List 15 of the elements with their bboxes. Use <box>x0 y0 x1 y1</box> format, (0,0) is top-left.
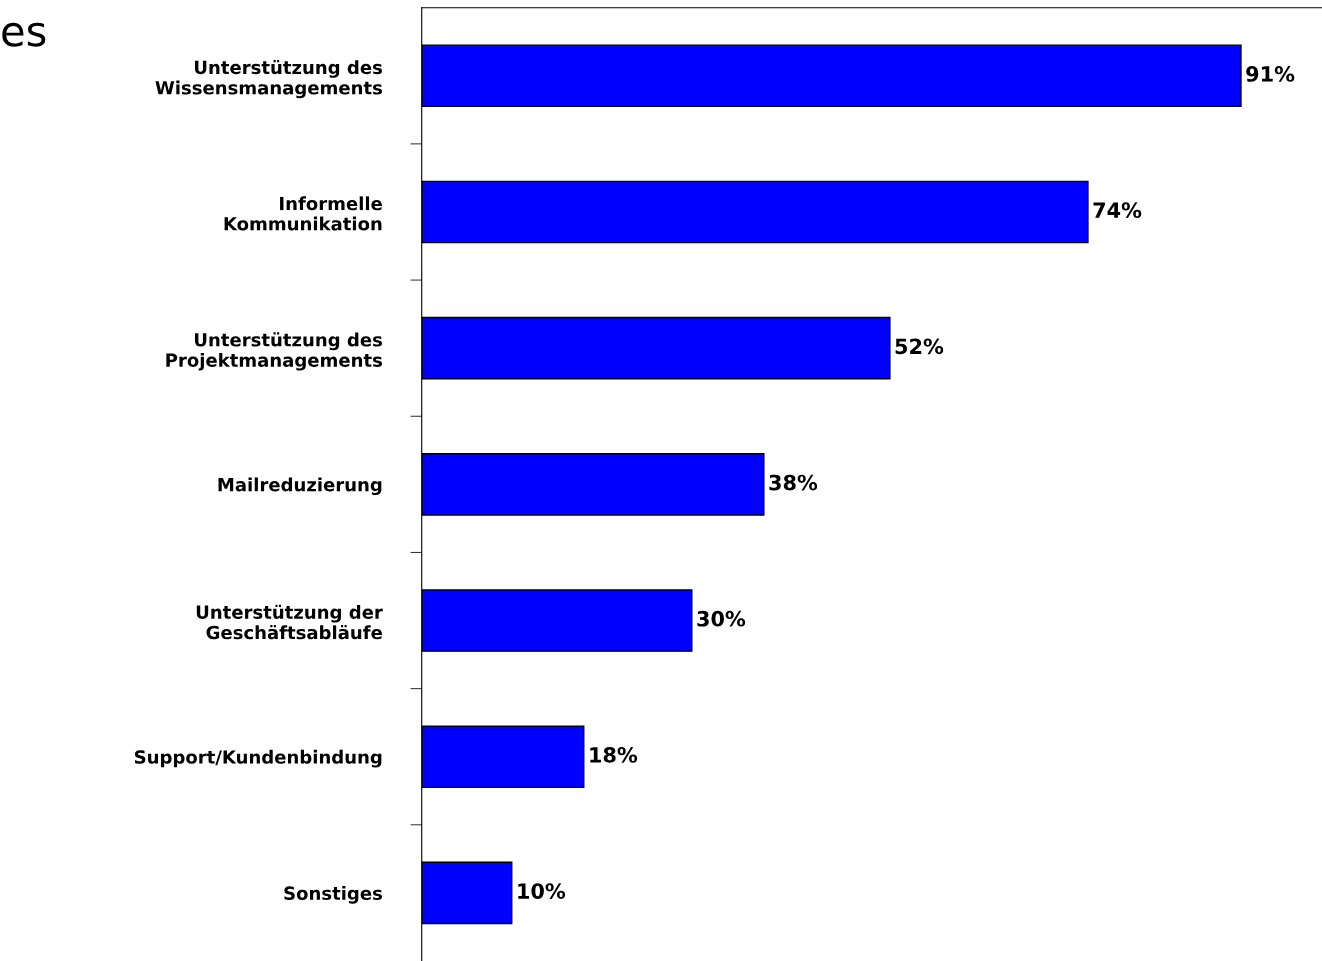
data-label: 91% <box>1246 66 1295 82</box>
data-label: 38% <box>769 474 818 491</box>
y-tick-label: Support/Kundenbindung <box>134 749 382 768</box>
y-tick-label: Sonstiges <box>284 886 382 904</box>
data-label: 74% <box>1093 202 1142 219</box>
y-tick-label: Unterstützung des Projektmanagements <box>166 332 382 371</box>
y-tick-label: Unterstützung der Geschäftsabläufe <box>196 604 383 640</box>
data-label: 30% <box>697 610 746 627</box>
y-tick-label: Mailreduzierung <box>218 477 382 496</box>
text: es <box>2 22 46 47</box>
data-label: 10% <box>518 883 566 899</box>
y-tick-label: Unterstützung des Wissensmanagements <box>155 59 382 99</box>
data-label: 18% <box>590 747 638 763</box>
y-tick-label: Informelle Kommunikation <box>224 196 382 231</box>
data-label: 52% <box>895 338 944 355</box>
